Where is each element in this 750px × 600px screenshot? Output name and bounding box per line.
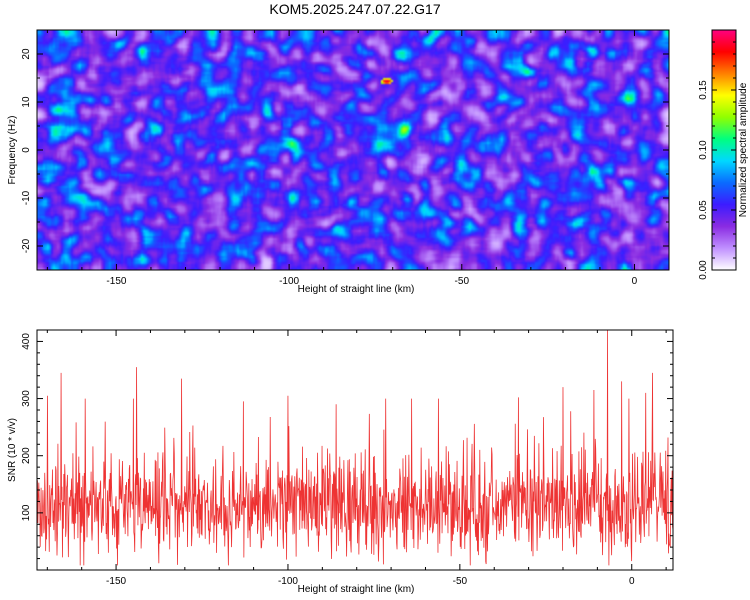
snr-series-line: [37, 330, 673, 566]
colorbar-tick-label: 0.05: [698, 200, 709, 220]
snr-xtick-label: -150: [106, 576, 126, 587]
spectrogram-xtick-label: -100: [279, 276, 299, 287]
spectrogram-ytick-label: -20: [21, 238, 32, 253]
snr-xtick-label: 0: [629, 576, 635, 587]
chart-title: KOM5.2025.247.07.22.G17: [269, 1, 440, 17]
snr-background: [37, 330, 673, 570]
spectrogram-ytick-label: 0: [21, 147, 32, 153]
spectrogram-ytick-label: -10: [21, 190, 32, 205]
spectrogram-ytick-label: 20: [21, 48, 32, 60]
colorbar: 0.00 0.05 0.10 0.15 Normalized spectral amp…: [698, 29, 749, 280]
snr-xtick-label: -100: [278, 576, 298, 587]
snr-panel: -150 -100 -50 0 100 200 300 400 Height of strai…: [7, 329, 674, 595]
snr-xlabel: Height of straight line (km): [298, 584, 415, 595]
snr-xtick-label: -50: [453, 576, 468, 587]
snr-ytick-label: 200: [21, 447, 32, 464]
snr-ytick-label: 400: [21, 333, 32, 350]
colorbar-ticks: 0.00 0.05 0.10 0.15: [698, 29, 736, 280]
spectrogram-image: [37, 30, 669, 270]
spectrogram-xtick-label: -150: [106, 276, 126, 287]
colorbar-tick-label: 0.10: [698, 140, 709, 160]
spectrogram-xtick-label: 0: [632, 276, 638, 287]
spectrogram-ytick-label: 10: [21, 96, 32, 108]
snr-frame: [36, 329, 674, 571]
colorbar-tick-label: 0.00: [698, 260, 709, 280]
snr-ylabel: SNR (10 * v/v): [7, 418, 18, 482]
colorbar-label: Normalized spectral amplitude: [738, 82, 749, 217]
spectrogram-xlabel: Height of straight line (km): [298, 284, 415, 295]
colorbar-tick-label: 0.15: [698, 80, 709, 100]
spectrogram-ylabel: Frequency (Hz): [7, 116, 18, 185]
snr-ytick-label: 300: [21, 390, 32, 407]
spectrogram-xtick-label: -50: [455, 276, 470, 287]
snr-ytick-label: 100: [21, 504, 32, 521]
snr-ticks: -150 -100 -50 0 100 200 300 400: [21, 329, 673, 587]
